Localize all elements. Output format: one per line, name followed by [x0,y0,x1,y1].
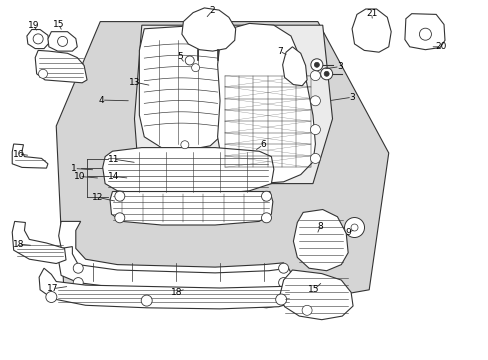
Text: 9: 9 [345,228,350,237]
Text: 8: 8 [317,222,323,231]
Polygon shape [35,50,87,83]
Circle shape [320,68,332,80]
Circle shape [185,56,194,65]
Circle shape [115,191,124,201]
Circle shape [278,278,288,288]
Text: 6: 6 [260,140,265,149]
Polygon shape [351,9,390,52]
Polygon shape [282,47,306,86]
Polygon shape [134,25,332,184]
Circle shape [302,305,311,315]
Polygon shape [59,221,283,278]
Polygon shape [279,270,352,320]
Text: 10: 10 [73,172,85,181]
Circle shape [344,217,364,238]
Circle shape [314,62,319,67]
Circle shape [350,224,357,231]
Text: 18: 18 [171,288,183,297]
Circle shape [278,263,288,273]
Circle shape [115,213,124,223]
Circle shape [33,34,43,44]
Polygon shape [12,221,66,264]
Text: 5: 5 [177,52,183,61]
Circle shape [275,294,286,305]
Circle shape [181,141,188,149]
Circle shape [46,292,57,302]
Polygon shape [110,192,272,225]
Circle shape [191,64,199,72]
Polygon shape [12,144,48,168]
Text: 1: 1 [71,164,77,173]
Text: 20: 20 [434,42,446,51]
Circle shape [310,96,320,106]
Text: 12: 12 [92,193,103,202]
Text: 11: 11 [107,154,119,163]
Circle shape [261,191,271,201]
Text: 15: 15 [53,20,64,29]
Text: 19: 19 [27,21,39,30]
Text: 13: 13 [128,77,140,86]
Text: 17: 17 [47,284,59,293]
Text: 3: 3 [348,93,354,102]
Polygon shape [182,8,235,51]
Text: 14: 14 [107,172,119,181]
Circle shape [73,263,83,273]
Circle shape [261,213,271,223]
Circle shape [39,69,47,78]
Text: 2: 2 [209,6,215,15]
Circle shape [73,278,83,288]
Circle shape [310,59,322,71]
Polygon shape [39,268,297,309]
Polygon shape [404,14,444,50]
Circle shape [310,71,320,81]
Polygon shape [59,247,292,290]
Polygon shape [139,25,222,149]
Circle shape [58,36,67,46]
Text: 7: 7 [276,46,282,55]
Text: 3: 3 [336,62,342,71]
Circle shape [310,153,320,163]
Polygon shape [217,23,315,184]
Circle shape [419,28,430,40]
Text: 18: 18 [13,240,24,248]
Text: 21: 21 [365,9,377,18]
Polygon shape [27,30,49,49]
Polygon shape [293,210,347,271]
Text: 4: 4 [99,96,104,105]
Polygon shape [102,148,273,194]
Polygon shape [48,32,77,51]
Polygon shape [56,22,388,308]
Text: 15: 15 [307,285,319,294]
Circle shape [324,71,328,76]
Circle shape [310,125,320,135]
Circle shape [141,295,152,306]
Text: 16: 16 [13,150,24,158]
